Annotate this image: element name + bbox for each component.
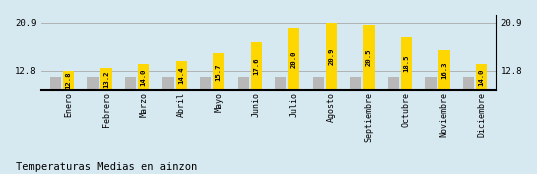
Bar — [438, 50, 449, 90]
Bar — [125, 77, 136, 90]
Text: 13.2: 13.2 — [103, 70, 109, 88]
Text: 14.0: 14.0 — [141, 68, 147, 86]
Bar — [100, 68, 112, 90]
Text: 17.6: 17.6 — [253, 57, 259, 75]
Bar — [88, 77, 99, 90]
Bar — [200, 77, 211, 90]
Bar — [425, 77, 437, 90]
Bar — [275, 77, 286, 90]
Bar — [288, 28, 300, 90]
Text: 18.5: 18.5 — [403, 55, 410, 72]
Bar — [326, 23, 337, 90]
Text: Temperaturas Medias en ainzon: Temperaturas Medias en ainzon — [16, 162, 198, 172]
Bar — [251, 42, 262, 90]
Bar — [463, 77, 474, 90]
Bar — [138, 64, 149, 90]
Text: 20.9: 20.9 — [329, 48, 335, 65]
Bar — [401, 37, 412, 90]
Bar — [162, 77, 173, 90]
Text: 20.5: 20.5 — [366, 49, 372, 66]
Bar — [237, 77, 249, 90]
Text: 15.7: 15.7 — [216, 63, 222, 81]
Text: 12.8: 12.8 — [66, 72, 71, 89]
Text: 14.0: 14.0 — [478, 68, 484, 86]
Text: 20.0: 20.0 — [291, 50, 297, 68]
Bar — [350, 77, 361, 90]
Bar — [50, 77, 61, 90]
Bar — [176, 61, 187, 90]
Bar — [313, 77, 324, 90]
Bar — [213, 53, 224, 90]
Bar — [476, 64, 487, 90]
Bar — [364, 25, 375, 90]
Text: 16.3: 16.3 — [441, 61, 447, 79]
Bar — [63, 71, 74, 90]
Text: 14.4: 14.4 — [178, 67, 184, 84]
Bar — [388, 77, 399, 90]
